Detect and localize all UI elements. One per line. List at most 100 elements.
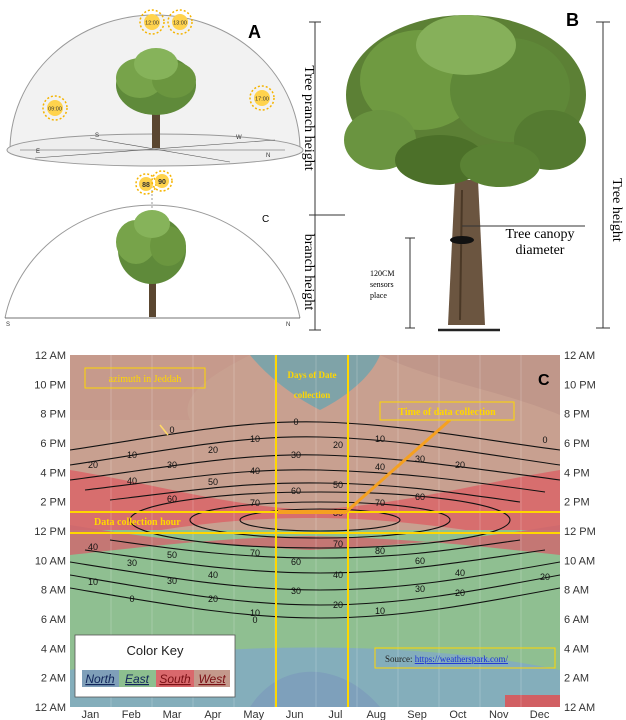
branch-height-label: branch height [301, 234, 316, 311]
sun-arc [4, 204, 301, 319]
panel-a: 12:00 13:00 09:00 17:00 A S E W N [6, 9, 304, 167]
sun-time-label: 12:00 [145, 21, 159, 27]
y-tick-label: 12 PM [34, 526, 66, 538]
tree-height-label: Tree height [609, 178, 624, 242]
color-key-title: Color Key [126, 643, 184, 658]
days-collection-annotation: Days of Date [288, 370, 337, 380]
time-collection-box [379, 401, 515, 421]
east-key: East [125, 672, 150, 686]
panel-c-top: 88 90 C S N [4, 170, 301, 328]
contour-label: 0 [293, 417, 298, 427]
contour-label: 60 [415, 492, 425, 502]
y-axis-left: 12 AM 10 PM 8 PM 6 PM 4 PM 2 PM 12 PM 10 AM 8 AM… [34, 350, 66, 714]
panel-label-a: A [248, 22, 261, 42]
x-tick-label: Apr [204, 709, 221, 720]
x-tick-label: Dec [530, 709, 550, 720]
y-tick-label: 12 AM [35, 702, 66, 714]
sun-time-label: 17:00 [255, 97, 269, 103]
y-tick-label-right: 12 PM [564, 526, 596, 538]
contour-label: 70 [333, 539, 343, 549]
contour-label: 30 [167, 460, 177, 470]
contour-label: 0 [252, 615, 257, 625]
compass-n: N [286, 322, 290, 328]
west-swatch [194, 670, 230, 687]
y-tick-label: 12 AM [35, 350, 66, 362]
contour-label: 30 [167, 576, 177, 586]
x-tick-label: Jul [328, 709, 342, 720]
contour-label: 10 [250, 434, 260, 444]
source-annotation: Source: https://weatherspark.com/ [385, 654, 508, 664]
contour-line [84, 469, 546, 493]
source-box [374, 647, 556, 669]
y-tick-label-right: 8 AM [564, 585, 589, 597]
contour-line [70, 436, 560, 466]
contour-label: 0 [129, 594, 134, 604]
color-key: Color Key North East South West [74, 634, 236, 698]
contour-label: 40 [250, 466, 260, 476]
x-axis: Jan Feb Mar Apr May Jun Jul Aug Sep Oct Nov Dec [82, 709, 550, 720]
contour-label: 20 [208, 594, 218, 604]
contour-label: 30 [415, 584, 425, 594]
panel-label-b: B [566, 10, 579, 30]
contour-label: 0 [169, 425, 174, 435]
north-key: North [85, 672, 115, 686]
x-tick-label: May [243, 709, 264, 720]
x-tick-label: Nov [489, 709, 509, 720]
contour-label: 50 [167, 550, 177, 560]
sensor-label: sensors [370, 280, 394, 289]
sun-icon: 90 [151, 170, 173, 192]
contour-line [84, 549, 546, 574]
tree-a [116, 48, 196, 148]
compass-s: S [6, 322, 10, 328]
contour-label: 40 [88, 542, 98, 552]
tree-branch-height-label: Tree pranch height [301, 65, 316, 170]
tree-c [116, 210, 186, 317]
heatmap-south-region [505, 695, 560, 707]
y-tick-label-right: 10 PM [564, 379, 596, 391]
heatmap-south-region [70, 470, 560, 545]
y-tick-label-right: 12 AM [564, 702, 595, 714]
contour-line [239, 508, 401, 532]
y-tick-label-right: 6 PM [564, 438, 590, 450]
contour-label: 10 [250, 608, 260, 618]
y-tick-label: 10 PM [34, 379, 66, 391]
contour-label: 50 [333, 480, 343, 490]
contour-label: 70 [250, 548, 260, 558]
x-tick-label: Sep [407, 709, 427, 720]
source-link[interactable]: https://weatherspark.com/ [415, 654, 509, 664]
contour-label: 40 [375, 462, 385, 472]
contour-label: 80 [375, 546, 385, 556]
sun-icon: 13:00 [167, 9, 193, 35]
compass-n: N [266, 153, 270, 159]
contour-label: 60 [415, 556, 425, 566]
contour-label: 70 [375, 498, 385, 508]
contour-label: 30 [291, 450, 301, 460]
y-tick-label-right: 4 AM [564, 643, 589, 655]
y-tick-label: 4 AM [41, 643, 66, 655]
contour-label: 40 [333, 570, 343, 580]
sensor-height-label: 120CM [370, 269, 394, 278]
tree-diagrams: 12:00 13:00 09:00 17:00 A S E W N [4, 9, 624, 332]
x-tick-label: Mar [163, 709, 182, 720]
azimuth-box [84, 367, 206, 389]
panel-b: Tree pranch height branch height Tree ca… [301, 10, 624, 332]
contour-line [70, 587, 560, 619]
sensor-ring [450, 236, 474, 244]
source-prefix: Source: [385, 654, 415, 664]
contour-line [70, 454, 560, 481]
y-tick-label: 2 AM [41, 673, 66, 685]
contour-label: 10 [375, 434, 385, 444]
y-tick-label: 8 AM [41, 585, 66, 597]
annotations: azimuth in Jeddah Days of Date collectio… [84, 367, 556, 669]
sun-icon: 12:00 [139, 9, 165, 35]
contour-label: 0 [542, 435, 547, 445]
y-tick-label-right: 12 AM [564, 350, 595, 362]
sun-icon: 88 [135, 173, 157, 195]
west-key: West [198, 672, 226, 686]
south-key: South [159, 672, 191, 686]
canopy-diameter-label: Tree canopy [505, 227, 574, 242]
contour-lines [70, 421, 560, 619]
sun-icon: 17:00 [249, 85, 275, 111]
south-swatch [156, 670, 194, 687]
contour-label: 10 [88, 577, 98, 587]
